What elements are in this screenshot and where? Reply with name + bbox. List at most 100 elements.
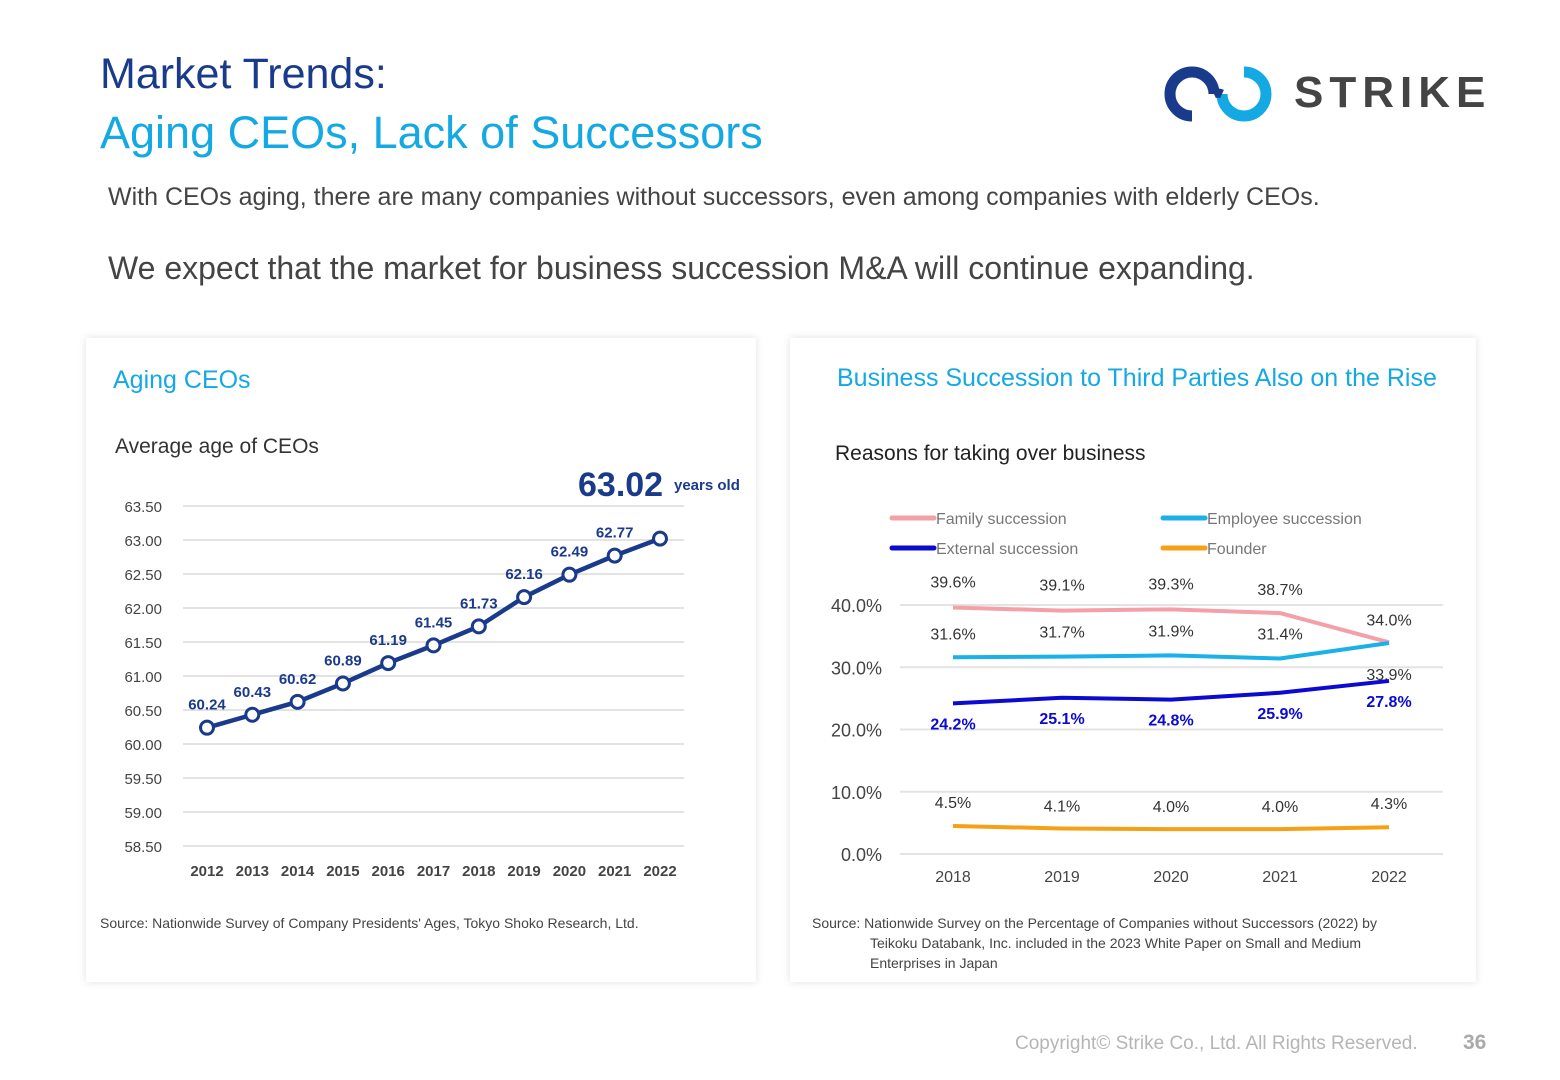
y-tick-label: 59.00 [124, 805, 162, 822]
legend-label: Employee succession [1207, 511, 1362, 528]
page-subtitle: Aging CEOs, Lack of Successors [100, 107, 763, 158]
page-title: Market Trends: [100, 50, 387, 98]
x-tick-label: 2012 [190, 863, 223, 880]
page-number: 36 [1463, 1031, 1487, 1054]
data-label: 60.43 [234, 684, 272, 701]
data-label: 39.6% [930, 574, 975, 591]
data-label: 60.62 [279, 671, 317, 688]
y-tick-label: 0.0% [841, 845, 882, 865]
y-tick-label: 60.00 [124, 737, 162, 754]
data-label: 62.77 [596, 525, 634, 542]
data-label: 34.0% [1366, 612, 1411, 629]
x-tick-label: 2020 [1153, 869, 1189, 886]
data-point [470, 618, 487, 635]
data-point [244, 706, 261, 723]
data-label: 61.73 [460, 595, 498, 612]
x-tick-label: 2019 [1044, 869, 1080, 886]
intro-text: With CEOs aging, there are many companie… [108, 183, 1320, 211]
y-tick-label: 40.0% [831, 596, 882, 616]
series-line [952, 678, 1390, 706]
succession-card: Business Succession to Third Parties Als… [790, 338, 1476, 982]
data-label: 4.0% [1153, 799, 1189, 816]
data-label: 33.9% [1366, 667, 1411, 684]
data-label: 31.4% [1257, 627, 1302, 644]
data-label: 60.24 [188, 697, 226, 714]
data-label: 31.7% [1039, 625, 1084, 642]
series-line [952, 823, 1390, 832]
x-tick-label: 2018 [462, 863, 495, 880]
data-point [425, 637, 442, 654]
data-label: 4.3% [1371, 796, 1407, 813]
data-label: 25.9% [1257, 706, 1302, 723]
y-tick-label: 63.50 [124, 499, 162, 516]
copyright: Copyright© Strike Co., Ltd. All Rights R… [1015, 1033, 1418, 1054]
ceo-age-chart: 63.50 63.00 62.50 62.00 61.50 61.00 60.50 60.00… [124, 499, 684, 880]
intro-highlight: We expect that the market for business s… [108, 250, 1255, 286]
data-line [206, 536, 661, 730]
data-label: 61.19 [369, 632, 407, 649]
data-point [334, 675, 351, 692]
data-point [516, 589, 533, 606]
legend-label: Founder [1207, 541, 1267, 558]
highlight-unit: years old [674, 477, 740, 494]
strike-logo: STRIKE [1162, 64, 1485, 124]
x-tick-label: 2020 [553, 863, 586, 880]
data-label: 39.3% [1148, 576, 1193, 593]
source-note-line3: Enterprises in Japan [870, 955, 998, 971]
y-tick-label: 62.50 [124, 567, 162, 584]
y-tick-label: 20.0% [831, 721, 882, 741]
series-line [952, 605, 1390, 645]
y-tick-label: 62.00 [124, 601, 162, 618]
data-label: 31.6% [930, 626, 975, 643]
legend-label: External succession [936, 541, 1078, 558]
data-label: 39.1% [1039, 578, 1084, 595]
data-point [652, 530, 668, 547]
data-label: 61.45 [415, 614, 453, 631]
data-point [380, 655, 397, 672]
y-tick-label: 30.0% [831, 658, 882, 678]
data-label: 60.89 [324, 652, 362, 669]
source-note-line1: Source: Nationwide Survey on the Percent… [812, 915, 1377, 931]
source-note: Source: Nationwide Survey of Company Pre… [100, 915, 639, 931]
x-tick-label: 2013 [236, 863, 269, 880]
source-note-line2: Teikoku Databank, Inc. included in the 2… [870, 935, 1362, 951]
x-tick-label: 2022 [643, 863, 676, 880]
data-point [289, 693, 306, 710]
data-point [561, 566, 578, 583]
data-label: 62.49 [551, 544, 589, 561]
data-label: 27.8% [1366, 694, 1411, 711]
series-line [952, 640, 1390, 661]
x-tick-label: 2018 [935, 869, 971, 886]
data-label: 4.1% [1044, 798, 1080, 815]
y-tick-label: 63.00 [124, 533, 162, 550]
data-label: 24.8% [1148, 713, 1193, 730]
data-point [199, 719, 215, 736]
data-label: 4.5% [935, 795, 971, 812]
x-tick-label: 2021 [598, 863, 631, 880]
x-tick-label: 2015 [326, 863, 359, 880]
y-tick-label: 61.50 [124, 635, 162, 652]
y-tick-label: 10.0% [831, 783, 882, 803]
y-tick-label: 61.00 [124, 669, 162, 686]
strike-logo-icon [1164, 66, 1272, 122]
x-tick-label: 2014 [281, 863, 315, 880]
aging-ceos-card: Aging CEOs Average age of CEOs 63.02 yea… [86, 338, 756, 982]
y-tick-label: 58.50 [124, 839, 162, 856]
logo-text: STRIKE [1294, 68, 1492, 117]
data-label: 24.2% [930, 716, 975, 733]
x-tick-label: 2016 [372, 863, 405, 880]
card-title: Business Succession to Third Parties Als… [837, 364, 1437, 392]
succession-chart: 40.0% 30.0% 20.0% 10.0% 0.0% 2018 2019 2020 2021… [831, 511, 1443, 886]
data-label: 38.7% [1257, 582, 1302, 599]
data-label: 25.1% [1039, 711, 1084, 728]
x-tick-label: 2019 [507, 863, 540, 880]
data-label: 31.9% [1148, 623, 1193, 640]
data-point [606, 547, 623, 564]
chart-subtitle: Reasons for taking over business [835, 442, 1146, 465]
legend-label: Family succession [936, 511, 1067, 528]
data-label: 4.0% [1262, 799, 1298, 816]
highlight-value: 63.02 [578, 466, 664, 504]
x-tick-label: 2021 [1262, 869, 1298, 886]
card-title: Aging CEOs [113, 366, 251, 394]
data-label: 62.16 [505, 566, 543, 583]
